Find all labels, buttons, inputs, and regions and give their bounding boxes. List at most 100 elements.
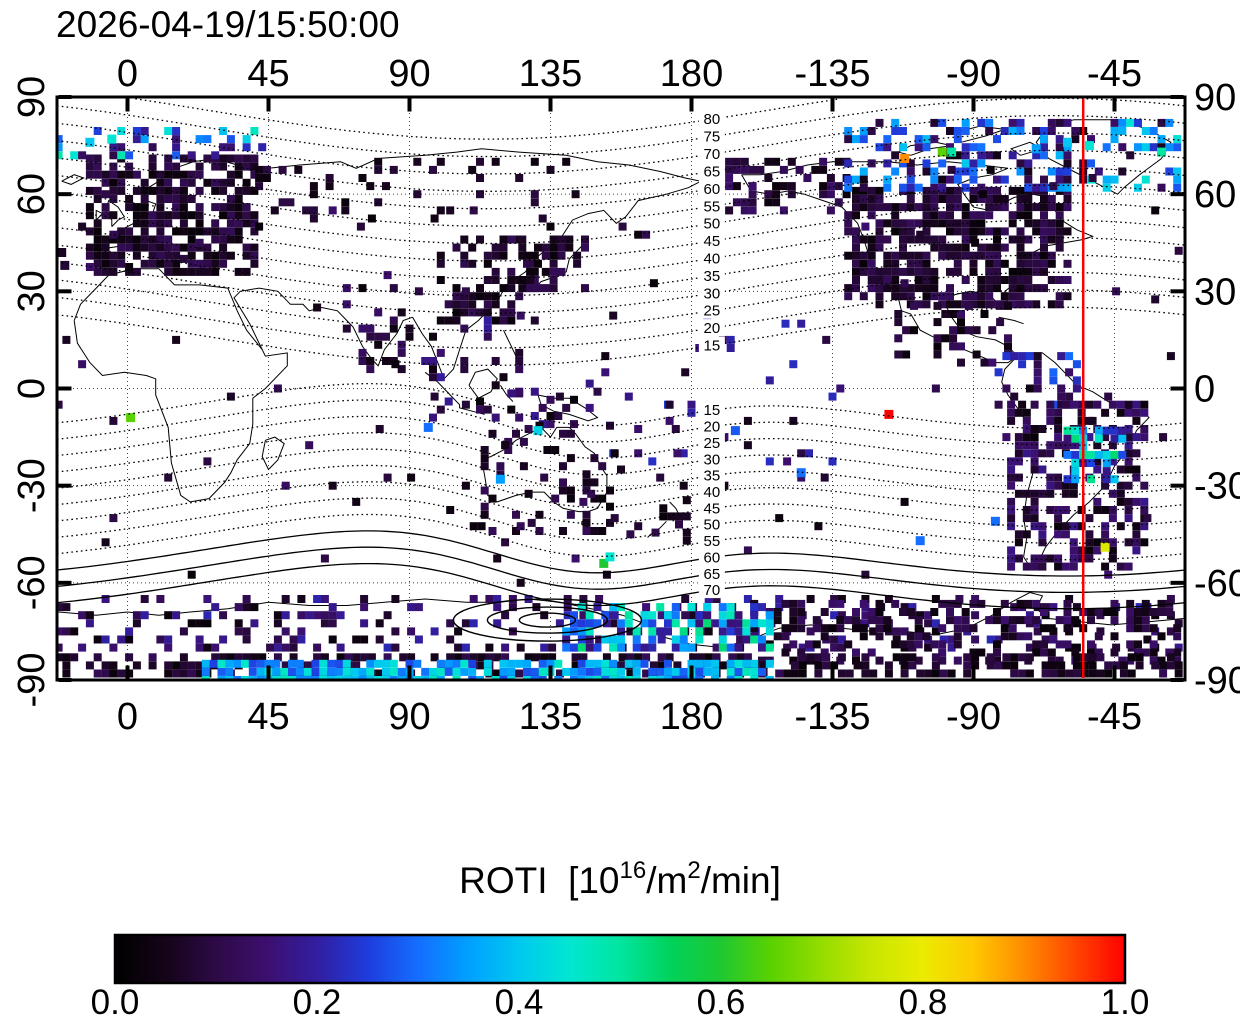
roti-cell [1112, 643, 1121, 652]
roti-cell [1000, 632, 1009, 641]
roti-cell [101, 190, 110, 199]
roti-cell [1033, 376, 1042, 385]
roti-cell [946, 211, 954, 220]
roti-cell [1173, 656, 1182, 665]
roti-cell [557, 235, 566, 244]
roti-cell [938, 640, 947, 649]
roti-cell [164, 235, 173, 244]
roti-cell [305, 611, 314, 620]
roti-cell [671, 643, 680, 652]
roti-cell [566, 486, 575, 495]
roti-cell [468, 676, 477, 679]
roti-cell [1057, 392, 1066, 401]
roti-cell [132, 267, 141, 276]
roti-cell [1032, 616, 1041, 625]
roti-cell [1016, 599, 1025, 608]
roti-cell [454, 627, 463, 636]
roti-cell [930, 219, 939, 228]
roti-cell [1159, 669, 1168, 678]
roti-cell [1080, 653, 1089, 662]
roti-cell [1022, 441, 1031, 450]
roti-cell [367, 653, 376, 662]
roti-cell [758, 667, 766, 676]
roti-cell [765, 376, 774, 385]
roti-cell [383, 271, 392, 280]
roti-cell [1173, 167, 1182, 176]
roti-cell [264, 659, 273, 668]
roti-cell [530, 157, 539, 166]
roti-cell [969, 159, 978, 168]
roti-cell [1102, 450, 1111, 459]
roti-cell [305, 661, 314, 670]
roti-cell [1047, 227, 1056, 236]
roti-cell [288, 659, 296, 668]
roti-cell [1054, 554, 1063, 563]
roti-cell [58, 627, 63, 636]
roti-cell [336, 611, 345, 620]
roti-cell [1030, 457, 1039, 466]
roti-cell [262, 174, 271, 182]
roti-cell [1032, 259, 1041, 268]
roti-cell [726, 667, 735, 676]
roti-cell [469, 619, 478, 628]
roti-cell [748, 206, 757, 215]
roti-cell [732, 157, 741, 166]
roti-cell [703, 659, 712, 668]
lon-tick-label-top: -45 [1087, 53, 1142, 95]
roti-cell [953, 300, 962, 309]
roti-cell [859, 167, 868, 176]
contour-label: 50 [704, 216, 721, 233]
roti-cell [70, 627, 79, 636]
roti-cell [1141, 648, 1150, 657]
roti-cell [875, 219, 884, 228]
roti-cell [830, 611, 839, 620]
lon-tick-bottom [1112, 665, 1117, 679]
roti-cell [993, 276, 1001, 284]
roti-cell [132, 127, 141, 135]
magnetic-latitude-contour [58, 464, 1184, 512]
roti-cell [288, 667, 296, 676]
roti-cell [156, 227, 165, 236]
roti-cell [1173, 175, 1182, 184]
roti-cell [675, 512, 683, 521]
roti-cell [624, 392, 633, 401]
roti-cell [407, 473, 416, 482]
roti-cell [101, 203, 110, 212]
roti-cell [1049, 635, 1058, 644]
roti-cell [1032, 151, 1041, 160]
roti-cell [980, 310, 989, 318]
roti-cell [156, 203, 165, 212]
roti-cell [1071, 434, 1080, 443]
roti-cell [1071, 648, 1080, 657]
roti-cell [117, 127, 126, 135]
roti-cell [555, 392, 564, 401]
roti-cell [219, 203, 228, 212]
roti-cell [969, 186, 978, 195]
roti-cell [538, 676, 547, 679]
roti-cell [516, 669, 525, 678]
roti-cell [682, 528, 691, 537]
roti-cell [789, 616, 798, 625]
roti-cell [947, 165, 956, 174]
roti-cell [374, 157, 383, 166]
roti-cell [969, 292, 978, 301]
roti-cell [797, 648, 806, 657]
coastline [741, 161, 1009, 176]
roti-cell [250, 162, 259, 171]
roti-cell [375, 669, 384, 678]
roti-cell [515, 659, 524, 668]
roti-cell [1101, 408, 1110, 417]
roti-cell [1010, 669, 1019, 678]
roti-cell [853, 661, 862, 670]
roti-cell [195, 135, 204, 144]
roti-cell [1024, 175, 1033, 184]
roti-cell [164, 178, 173, 187]
roti-cell [587, 489, 596, 498]
roti-cell [109, 251, 118, 260]
roti-cell [1110, 426, 1119, 435]
roti-cell [1118, 118, 1127, 127]
roti-cell [1007, 554, 1016, 563]
roti-cell [1016, 243, 1025, 252]
roti-cell [172, 162, 181, 171]
roti-cell [562, 403, 571, 412]
